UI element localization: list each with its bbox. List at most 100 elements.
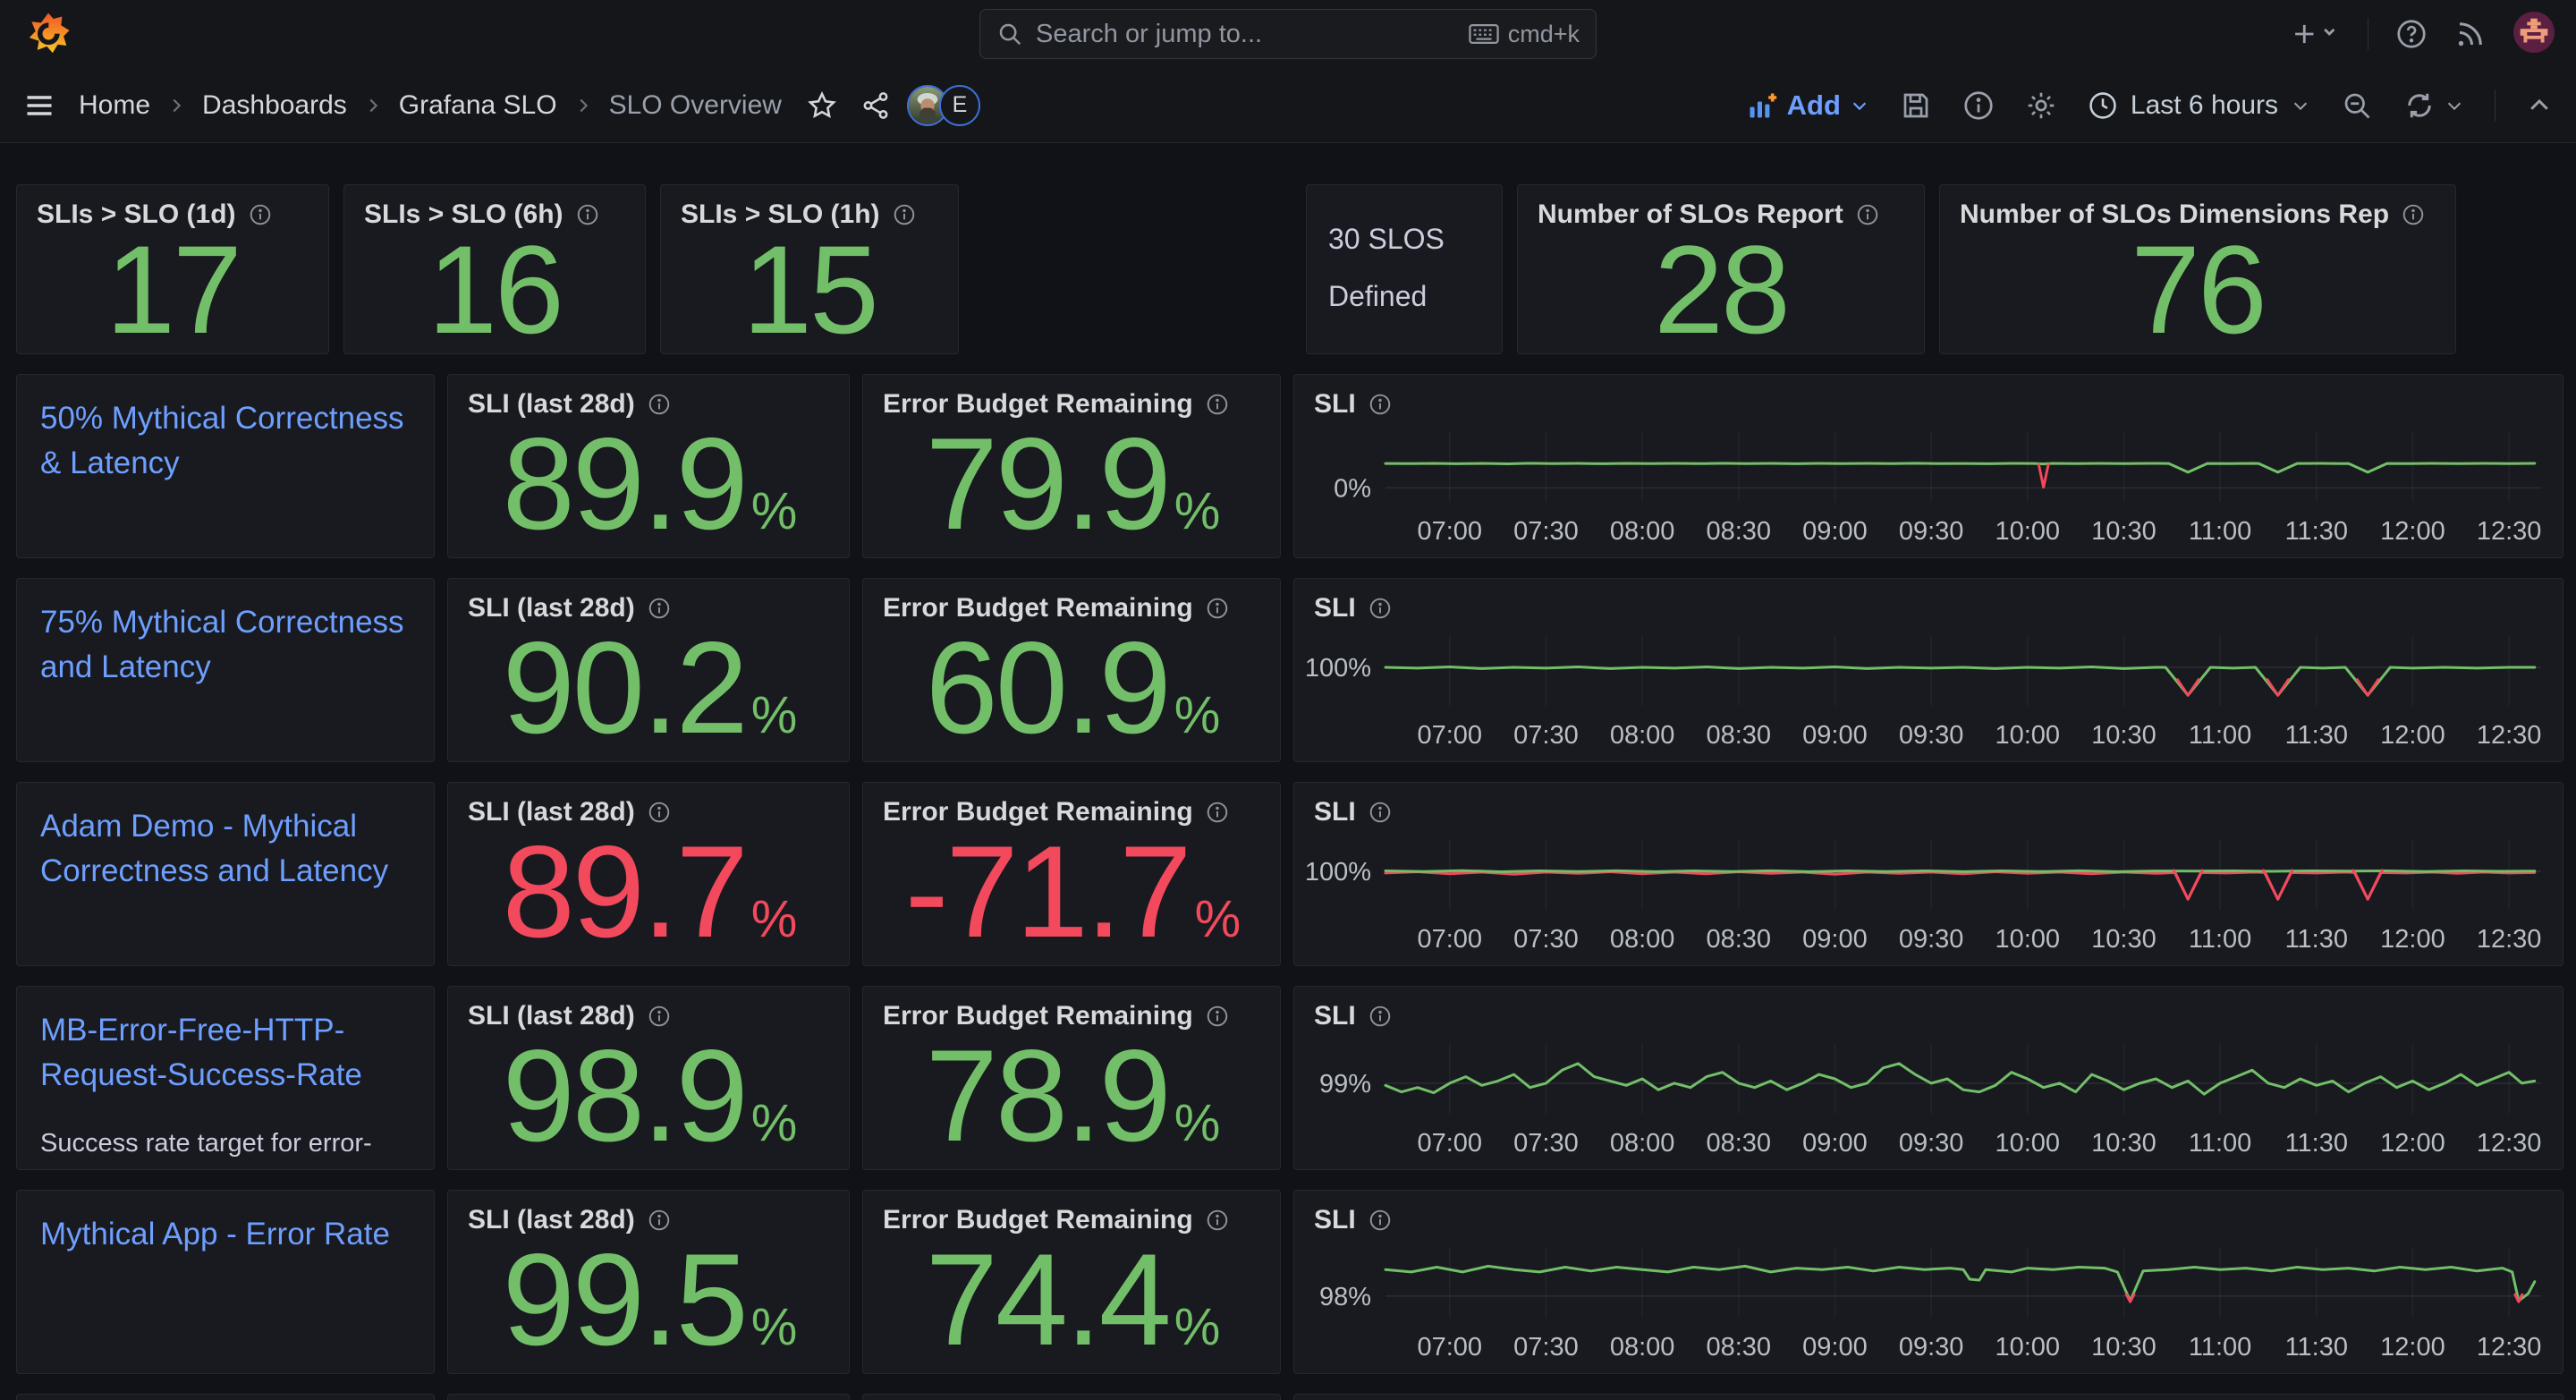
svg-text:07:00: 07:00 (1417, 1129, 1482, 1158)
svg-text:07:00: 07:00 (1417, 721, 1482, 750)
slos-defined-line2: Defined (1328, 280, 1428, 312)
svg-text:10:30: 10:30 (2091, 925, 2157, 954)
panel-title: Number of SLOs Report (1538, 199, 1843, 229)
top-bar: Search or jump to... cmd+k (0, 0, 2576, 68)
slo-link[interactable]: Mythical App - Error Rate (40, 1217, 390, 1252)
info-icon[interactable] (648, 1005, 671, 1028)
info-icon[interactable] (1206, 1005, 1229, 1028)
svg-text:08:30: 08:30 (1706, 517, 1771, 546)
panel-title: SLI (1314, 389, 1356, 419)
chevron-down-icon (2445, 96, 2464, 115)
info-icon[interactable] (249, 203, 272, 226)
kiosk-mode-icon[interactable] (2526, 92, 2553, 119)
svg-text:07:30: 07:30 (1513, 925, 1579, 954)
svg-text:0%: 0% (1334, 474, 1371, 503)
news-icon[interactable] (2454, 18, 2487, 50)
stat-value: 16 (428, 219, 564, 354)
panel-title: SLI (last 28d) (468, 593, 635, 623)
svg-text:100%: 100% (1305, 858, 1371, 887)
save-dashboard-icon[interactable] (1900, 89, 1932, 122)
slos-defined-line1: 30 SLOS (1328, 223, 1445, 255)
breadcrumb-home[interactable]: Home (79, 89, 151, 120)
info-icon[interactable] (648, 393, 671, 416)
info-icon[interactable] (1368, 1209, 1392, 1232)
panel-title: Error Budget Remaining (883, 1001, 1193, 1031)
new-menu-button[interactable] (2291, 20, 2341, 48)
svg-text:08:30: 08:30 (1706, 721, 1771, 750)
svg-text:07:00: 07:00 (1417, 925, 1482, 954)
user-avatar[interactable] (2513, 11, 2555, 57)
panel-title: SLI (last 28d) (468, 797, 635, 827)
svg-text:11:00: 11:00 (2189, 925, 2251, 954)
viewer-avatar-badge[interactable]: E (938, 84, 980, 126)
svg-text:08:30: 08:30 (1706, 1333, 1771, 1362)
slo-row: MB-Error-Free-HTTP-Request-Success-Rate … (16, 986, 2563, 1170)
dashboard-insights-icon[interactable] (1962, 89, 1995, 122)
dashboard-settings-icon[interactable] (2025, 89, 2057, 122)
time-series-chart[interactable]: 07:00 07:30 08:00 08:30 09:00 09:30 10:00 10:30… (1303, 624, 2554, 758)
info-icon[interactable] (2402, 203, 2425, 226)
svg-text:07:30: 07:30 (1513, 1129, 1579, 1158)
ebr-value: 74.4 (925, 1226, 1172, 1372)
svg-text:12:30: 12:30 (2477, 1129, 2542, 1158)
ebr-value: 79.9 (925, 411, 1172, 556)
panel-top-edge (16, 1394, 435, 1400)
slo-link[interactable]: 50% Mythical Correctness & Latency (40, 401, 404, 480)
svg-text:12:30: 12:30 (2477, 925, 2542, 954)
menu-toggle-icon[interactable] (23, 89, 55, 122)
svg-text:11:30: 11:30 (2285, 1129, 2348, 1158)
add-panel-button[interactable]: Add (1746, 89, 1869, 122)
slo-row: Mythical App - Error Rate SLI (last 28d)… (16, 1190, 2563, 1374)
slo-link[interactable]: MB-Error-Free-HTTP-Request-Success-Rate (40, 1013, 362, 1092)
svg-text:12:30: 12:30 (2477, 517, 2542, 546)
time-series-chart[interactable]: 07:00 07:30 08:00 08:30 09:00 09:30 10:00 10:30… (1303, 1235, 2554, 1370)
clock-icon (2088, 90, 2118, 121)
share-icon[interactable] (860, 90, 891, 121)
info-icon[interactable] (648, 597, 671, 620)
time-series-chart[interactable]: 07:00 07:30 08:00 08:30 09:00 09:30 10:00 10:30… (1303, 1031, 2554, 1166)
panel-title: SLI (1314, 797, 1356, 827)
info-icon[interactable] (1368, 393, 1392, 416)
sli-value: 99.5 (502, 1226, 749, 1372)
zoom-out-icon[interactable] (2341, 89, 2373, 122)
breadcrumb-grafana-slo[interactable]: Grafana SLO (398, 89, 557, 120)
help-icon[interactable] (2395, 18, 2428, 50)
panel-title: SLI (1314, 593, 1356, 623)
panel-title: Error Budget Remaining (883, 1205, 1193, 1235)
info-icon[interactable] (648, 801, 671, 824)
info-icon[interactable] (893, 203, 916, 226)
slo-row: 75% Mythical Correctness and Latency SLI… (16, 578, 2563, 762)
grafana-logo-icon[interactable] (25, 11, 72, 57)
info-icon[interactable] (1206, 393, 1229, 416)
sli-unit: % (750, 1298, 798, 1356)
info-icon[interactable] (1206, 1209, 1229, 1232)
svg-text:08:00: 08:00 (1610, 925, 1675, 954)
time-series-chart[interactable]: 07:00 07:30 08:00 08:30 09:00 09:30 10:00 10:30… (1303, 420, 2554, 554)
add-label: Add (1786, 89, 1841, 121)
sli-value: 89.7 (502, 819, 749, 964)
ebr-unit: % (1194, 890, 1241, 948)
svg-text:09:30: 09:30 (1899, 721, 1964, 750)
info-icon[interactable] (1368, 597, 1392, 620)
global-search-input[interactable]: Search or jump to... cmd+k (979, 9, 1597, 59)
info-icon[interactable] (1856, 203, 1879, 226)
slo-link[interactable]: 75% Mythical Correctness and Latency (40, 605, 404, 684)
slo-link[interactable]: Adam Demo - Mythical Correctness and Lat… (40, 809, 389, 888)
breadcrumb-dashboards[interactable]: Dashboards (202, 89, 347, 120)
info-icon[interactable] (1368, 801, 1392, 824)
svg-text:09:30: 09:30 (1899, 517, 1964, 546)
svg-text:09:30: 09:30 (1899, 925, 1964, 954)
info-icon[interactable] (1206, 597, 1229, 620)
star-icon[interactable] (807, 90, 837, 121)
stat-panel-slos-dimensions: Number of SLOs Dimensions Rep 76 (1939, 184, 2456, 354)
panel-title: Number of SLOs Dimensions Rep (1960, 199, 2390, 229)
breadcrumb-slo-overview[interactable]: SLO Overview (608, 89, 782, 120)
info-icon[interactable] (1368, 1005, 1392, 1028)
refresh-picker[interactable] (2403, 89, 2464, 122)
info-icon[interactable] (1206, 801, 1229, 824)
info-icon[interactable] (648, 1209, 671, 1232)
time-range-picker[interactable]: Last 6 hours (2088, 90, 2310, 121)
keyboard-icon (1469, 22, 1499, 46)
time-series-chart[interactable]: 07:00 07:30 08:00 08:30 09:00 09:30 10:00 10:30… (1303, 827, 2554, 962)
info-icon[interactable] (576, 203, 599, 226)
